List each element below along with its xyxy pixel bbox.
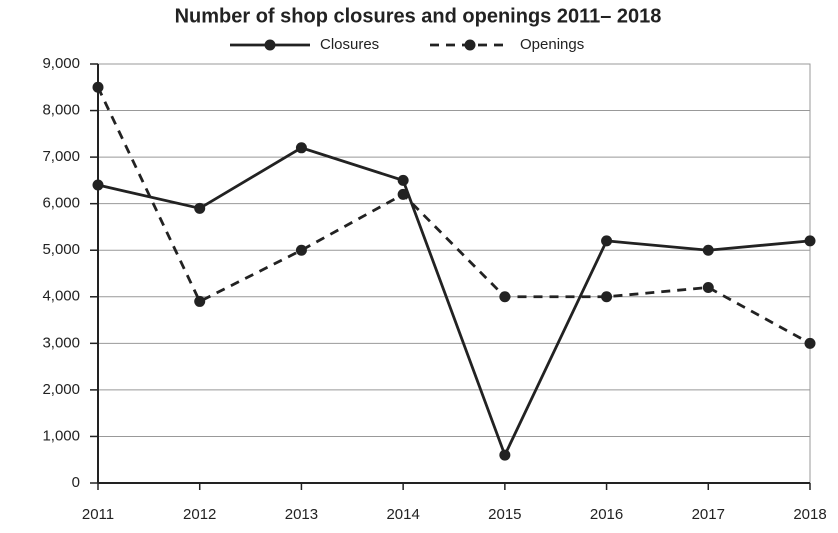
data-point: [194, 202, 206, 214]
data-point: [194, 295, 206, 307]
data-point: [702, 244, 714, 256]
data-point: [499, 449, 511, 461]
y-tick-label: 7,000: [42, 148, 80, 165]
data-point: [601, 235, 613, 247]
data-point: [92, 179, 104, 191]
series-line: [96, 86, 811, 345]
x-tick-label: 2015: [488, 506, 521, 523]
y-tick-label: 0: [72, 474, 80, 491]
y-tick-label: 9,000: [42, 55, 80, 72]
data-point: [702, 281, 714, 293]
data-point: [499, 291, 511, 303]
x-tick-label: 2012: [183, 506, 216, 523]
data-point: [397, 174, 409, 186]
legend-marker: [264, 39, 276, 51]
y-tick-label: 5,000: [42, 241, 80, 258]
legend-label: Closures: [320, 36, 379, 53]
data-point: [295, 142, 307, 154]
x-tick-label: 2013: [285, 506, 318, 523]
y-tick-label: 3,000: [42, 334, 80, 351]
chart-title: Number of shop closures and openings 201…: [175, 5, 662, 27]
data-point: [397, 188, 409, 200]
y-tick-label: 6,000: [42, 195, 80, 212]
y-tick-label: 2,000: [42, 381, 80, 398]
x-tick-label: 2014: [386, 506, 419, 523]
data-point: [92, 81, 104, 93]
y-tick-label: 8,000: [42, 102, 80, 119]
x-tick-label: 2011: [82, 506, 114, 523]
series-line: [97, 146, 811, 459]
y-tick-label: 1,000: [42, 427, 80, 444]
legend-marker: [464, 39, 476, 51]
data-point: [804, 235, 816, 247]
data-point: [295, 244, 307, 256]
x-tick-label: 2016: [590, 506, 623, 523]
x-tick-label: 2018: [793, 506, 826, 523]
data-point: [601, 291, 613, 303]
x-tick-label: 2017: [692, 506, 725, 523]
data-point: [804, 337, 816, 349]
y-tick-label: 4,000: [42, 288, 80, 305]
legend-label: Openings: [520, 36, 584, 53]
